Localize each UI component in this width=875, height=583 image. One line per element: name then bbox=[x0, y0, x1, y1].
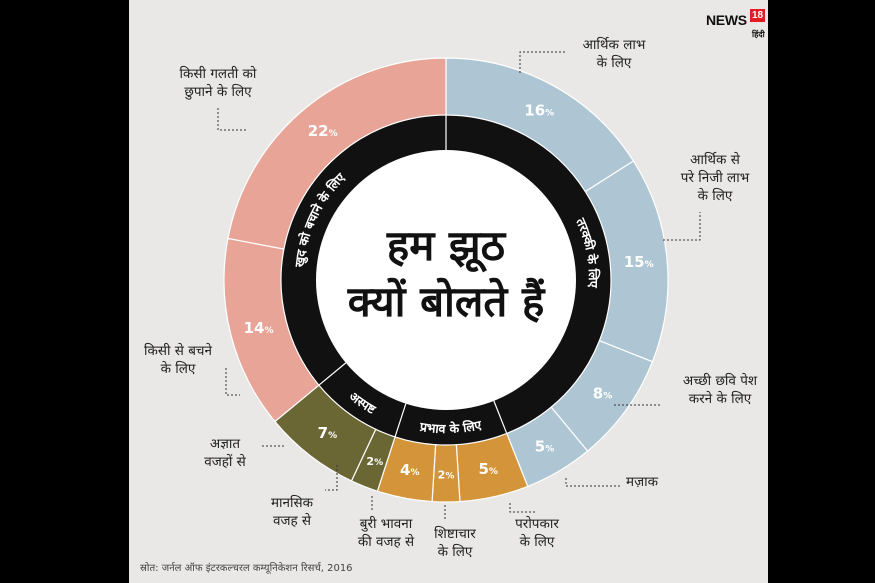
slice-label-line: किसी से बचने bbox=[144, 342, 212, 359]
slice-label-line: वजहों से bbox=[204, 453, 246, 470]
slice-label-line: के लिए bbox=[438, 543, 473, 560]
slice-label-7: मानसिक वजह से bbox=[271, 494, 314, 529]
slice-label-1: आर्थिक से परे निजी लाभ के लिए bbox=[681, 151, 750, 204]
group-divider-1 bbox=[493, 400, 508, 434]
slice-label-line: अच्छी छवि पेश bbox=[683, 372, 758, 389]
slice-label-line: करने के लिए bbox=[689, 390, 752, 407]
value-number: 2 bbox=[438, 469, 446, 482]
value-label-9: 14% bbox=[244, 319, 274, 337]
value-label-5: 2% bbox=[438, 469, 455, 482]
slice-label-line: वजह से bbox=[273, 512, 312, 529]
logo-18-badge: 18 bbox=[750, 9, 766, 22]
leader-line-10 bbox=[217, 108, 246, 131]
slice-label-8: अज्ञात वजहों से bbox=[204, 436, 246, 470]
slice-label-3: मज़ाक bbox=[626, 474, 659, 490]
value-percent-sign: % bbox=[445, 472, 454, 482]
logo-news-text: NEWS bbox=[706, 12, 747, 28]
chart-title-line: क्यों बोलते हैं bbox=[347, 277, 546, 326]
value-percent-sign: % bbox=[603, 392, 612, 402]
group-divider-3 bbox=[318, 362, 347, 386]
slice-label-line: के लिए bbox=[520, 533, 555, 550]
slice-label-5: शिष्टाचार के लिए bbox=[434, 525, 476, 560]
news18-logo: NEWS 18 हिंदी bbox=[706, 9, 766, 43]
group-label-text-1: प्रभाव के लिए bbox=[418, 417, 484, 436]
leader-line-3 bbox=[565, 478, 622, 487]
value-label-8: 7% bbox=[318, 424, 337, 442]
slice-label-0: आर्थिक लाभ के लिए bbox=[583, 36, 646, 71]
center-disc bbox=[316, 150, 576, 410]
chart-title: हम झूठ क्यों बोलते हैं bbox=[347, 221, 546, 326]
slice-label-line: के लिए bbox=[161, 360, 196, 377]
slice-label-line: छुपाने के लिए bbox=[184, 83, 252, 100]
value-number: 8 bbox=[593, 385, 603, 403]
value-number: 2 bbox=[366, 455, 374, 468]
value-percent-sign: % bbox=[545, 108, 554, 118]
slice-label-line: परोपकार bbox=[515, 515, 559, 532]
leader-line-0 bbox=[519, 51, 566, 73]
leader-line-4 bbox=[509, 503, 537, 513]
slice-label-line: आर्थिक लाभ bbox=[583, 36, 646, 53]
slice-label-line: परे निजी लाभ bbox=[681, 169, 750, 186]
slice-label-line: की वजह से bbox=[358, 533, 415, 550]
value-label-4: 5% bbox=[478, 460, 497, 478]
value-number: 4 bbox=[400, 461, 410, 479]
value-number: 22 bbox=[308, 122, 329, 140]
source-note: स्रोत: जर्नल ऑफ इंटरकल्चरल कम्यूनिकेशन र… bbox=[140, 562, 353, 574]
slice-label-6: बुरी भावना की वजह से bbox=[358, 515, 415, 550]
value-number: 5 bbox=[535, 438, 545, 456]
leader-line-1 bbox=[663, 212, 701, 241]
value-number: 15 bbox=[624, 253, 645, 271]
slice-label-4: परोपकार के लिए bbox=[515, 515, 559, 550]
group-label-1: प्रभाव के लिए bbox=[418, 417, 484, 436]
value-percent-sign: % bbox=[489, 467, 498, 477]
value-number: 16 bbox=[524, 101, 545, 119]
chart-title-line: हम झूठ bbox=[386, 221, 507, 273]
slice-label-line: शिष्टाचार bbox=[434, 525, 476, 542]
slice-10 bbox=[227, 57, 447, 250]
value-label-3: 5% bbox=[535, 438, 554, 456]
value-number: 14 bbox=[244, 319, 265, 337]
value-percent-sign: % bbox=[265, 326, 274, 336]
value-percent-sign: % bbox=[329, 129, 338, 139]
value-label-7: 2% bbox=[366, 455, 383, 468]
value-number: 7 bbox=[318, 424, 328, 442]
slice-label-line: के लिए bbox=[597, 54, 632, 71]
slice-label-9: किसी से बचने के लिए bbox=[144, 342, 212, 377]
slice-label-2: अच्छी छवि पेश करने के लिए bbox=[683, 372, 758, 407]
group-divider-2 bbox=[394, 403, 407, 438]
value-label-0: 16% bbox=[524, 101, 554, 119]
value-label-6: 4% bbox=[400, 461, 419, 479]
slice-label-line: आर्थिक से bbox=[690, 151, 741, 168]
value-percent-sign: % bbox=[410, 468, 419, 478]
leader-line-9 bbox=[225, 368, 240, 396]
slice-label-line: के लिए bbox=[698, 187, 733, 204]
slice-label-line: अज्ञात bbox=[210, 436, 240, 452]
value-number: 5 bbox=[478, 460, 488, 478]
value-label-10: 22% bbox=[308, 122, 338, 140]
value-percent-sign: % bbox=[645, 260, 654, 270]
value-percent-sign: % bbox=[374, 458, 383, 468]
slice-label-line: मज़ाक bbox=[626, 474, 659, 490]
slice-label-line: बुरी भावना bbox=[360, 515, 413, 532]
logo-hindi-text: हिंदी bbox=[752, 30, 765, 39]
slice-label-10: किसी गलती को छुपाने के लिए bbox=[180, 65, 257, 100]
value-percent-sign: % bbox=[328, 431, 337, 441]
leader-line-7 bbox=[325, 465, 338, 491]
value-label-1: 15% bbox=[624, 253, 654, 271]
value-percent-sign: % bbox=[545, 445, 554, 455]
slice-label-line: मानसिक bbox=[271, 494, 314, 511]
slice-label-line: किसी गलती को bbox=[180, 65, 257, 82]
value-label-2: 8% bbox=[593, 385, 612, 403]
